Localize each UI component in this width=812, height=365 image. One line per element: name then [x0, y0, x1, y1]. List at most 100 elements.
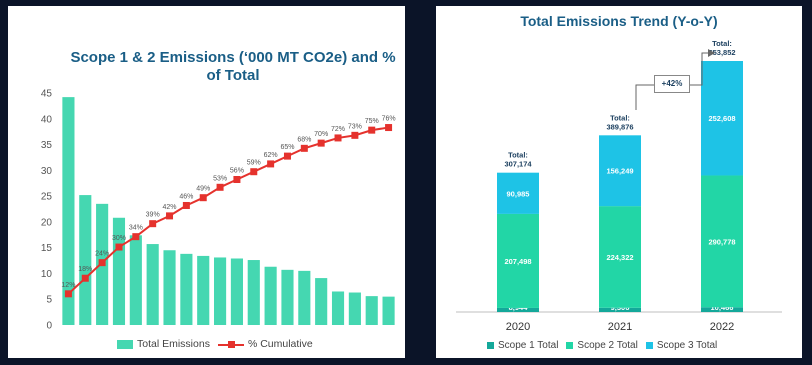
stacked-segment	[497, 307, 539, 312]
stacked-segment	[599, 307, 641, 312]
cumulative-point	[182, 201, 190, 209]
emissions-bar	[230, 258, 243, 325]
emissions-bar	[247, 260, 260, 325]
x-tick-label: 2022	[710, 321, 734, 333]
cumulative-data-label: 12%	[61, 282, 75, 289]
total-label: Total:	[610, 113, 630, 122]
emissions-bar	[163, 250, 176, 325]
segment-data-label: 290,778	[708, 237, 735, 246]
legend-label-scope1: Scope 1 Total	[498, 340, 559, 351]
cumulative-data-label: 49%	[196, 186, 210, 193]
cumulative-data-label: 46%	[179, 193, 193, 200]
cumulative-data-label: 42%	[163, 204, 177, 211]
chart-title: Scope 1 & 2 Emissions (‘000 MT CO2e) and…	[70, 49, 396, 84]
cumulative-point	[115, 243, 123, 251]
emissions-bar	[62, 97, 75, 325]
legend-swatch-bar	[117, 339, 133, 349]
cumulative-point	[334, 134, 342, 142]
cumulative-point	[149, 220, 157, 228]
segment-data-label: 207,498	[504, 257, 531, 266]
cumulative-point	[250, 168, 258, 176]
growth-annotation: +42%	[654, 75, 690, 93]
legend-label-cumulative: % Cumulative	[247, 338, 313, 350]
emissions-trend-panel: Total Emissions Trend (Y-o-Y) 8,944207,4…	[436, 6, 802, 358]
cumulative-data-label: 65%	[280, 144, 294, 151]
y-tick-label: 45	[41, 89, 53, 100]
x-tick-label: 2021	[608, 321, 632, 333]
stacked-segment	[701, 307, 743, 312]
emissions-bar	[281, 269, 294, 325]
cumulative-point	[300, 144, 308, 152]
chart-title: Total Emissions Trend (Y-o-Y)	[520, 13, 718, 29]
pareto-chart: 05101520253035404512%18%24%30%34%39%42%4…	[41, 89, 396, 332]
emissions-bar	[146, 244, 159, 325]
cumulative-point	[368, 126, 376, 134]
emissions-bar	[298, 270, 311, 325]
legend-swatch-line	[217, 340, 244, 349]
cumulative-point	[385, 124, 393, 132]
emissions-bar	[129, 235, 142, 325]
cumulative-point	[283, 152, 291, 160]
y-tick-label: 30	[41, 166, 53, 177]
y-tick-label: 15	[41, 243, 53, 254]
stacked-segment	[599, 206, 641, 308]
cumulative-point	[98, 259, 106, 267]
cumulative-point	[81, 274, 89, 282]
emissions-bar	[79, 195, 92, 325]
legend-swatch-scope2	[566, 342, 574, 349]
total-label: Total:	[712, 39, 732, 48]
cumulative-data-label: 34%	[129, 225, 143, 232]
cumulative-point	[166, 212, 174, 220]
segment-data-label: 252,608	[708, 114, 735, 123]
cumulative-data-label: 56%	[230, 168, 244, 175]
emissions-bar	[331, 291, 345, 325]
total-value-label: 389,876	[606, 122, 633, 131]
total-label: Total:	[508, 151, 528, 160]
stacked-segment	[497, 213, 539, 308]
segment-data-label: 224,322	[606, 253, 633, 262]
cumulative-point	[199, 194, 207, 202]
cumulative-point	[132, 233, 140, 241]
stacked-segment	[599, 135, 641, 207]
emissions-bar	[180, 253, 193, 325]
cumulative-point	[267, 160, 275, 168]
cumulative-point	[233, 176, 241, 184]
stacked-segment	[497, 172, 539, 214]
legend-label-scope3: Scope 3 Total	[656, 340, 718, 351]
cumulative-data-label: 70%	[314, 131, 328, 138]
y-tick-label: 10	[41, 269, 53, 280]
cumulative-data-label: 24%	[95, 251, 109, 258]
y-tick-label: 20	[41, 217, 53, 228]
legend: Total Emissions % Cumulative	[117, 338, 313, 350]
total-value-label: 553,852	[708, 48, 735, 57]
y-tick-label: 5	[46, 295, 52, 306]
legend: Scope 1 Total Scope 2 Total Scope 3 Tota…	[487, 340, 717, 351]
cumulative-point	[317, 139, 325, 147]
y-tick-label: 25	[41, 192, 53, 203]
stacked-bar-chart: 8,944207,49890,985Total:307,17420209,306…	[456, 39, 782, 333]
scope-emissions-chart-panel: Scope 1 & 2 Emissions (‘000 MT CO2e) and…	[8, 6, 405, 358]
cumulative-point	[351, 131, 359, 139]
emissions-bar	[382, 296, 395, 325]
segment-data-label: 90,985	[507, 189, 530, 198]
emissions-bar	[348, 292, 361, 325]
cumulative-point	[216, 183, 224, 191]
emissions-bar	[197, 255, 210, 325]
x-tick-label: 2020	[506, 321, 530, 333]
y-tick-label: 35	[41, 140, 53, 151]
y-tick-label: 0	[46, 321, 52, 332]
emissions-bar	[112, 217, 126, 325]
annotation-arrowhead	[708, 49, 715, 57]
cumulative-data-label: 59%	[247, 160, 261, 167]
emissions-bar	[315, 278, 328, 325]
y-tick-label: 40	[41, 114, 53, 125]
total-value-label: 307,174	[504, 160, 532, 169]
legend-label-total-emissions: Total Emissions	[137, 338, 210, 350]
cumulative-data-label: 73%	[348, 123, 362, 130]
segment-data-label: 156,249	[606, 167, 633, 176]
cumulative-data-label: 76%	[382, 116, 396, 123]
cumulative-data-label: 72%	[331, 126, 345, 133]
stacked-segment	[701, 61, 743, 176]
legend-swatch-scope3	[645, 342, 653, 349]
emissions-bar	[365, 296, 378, 325]
